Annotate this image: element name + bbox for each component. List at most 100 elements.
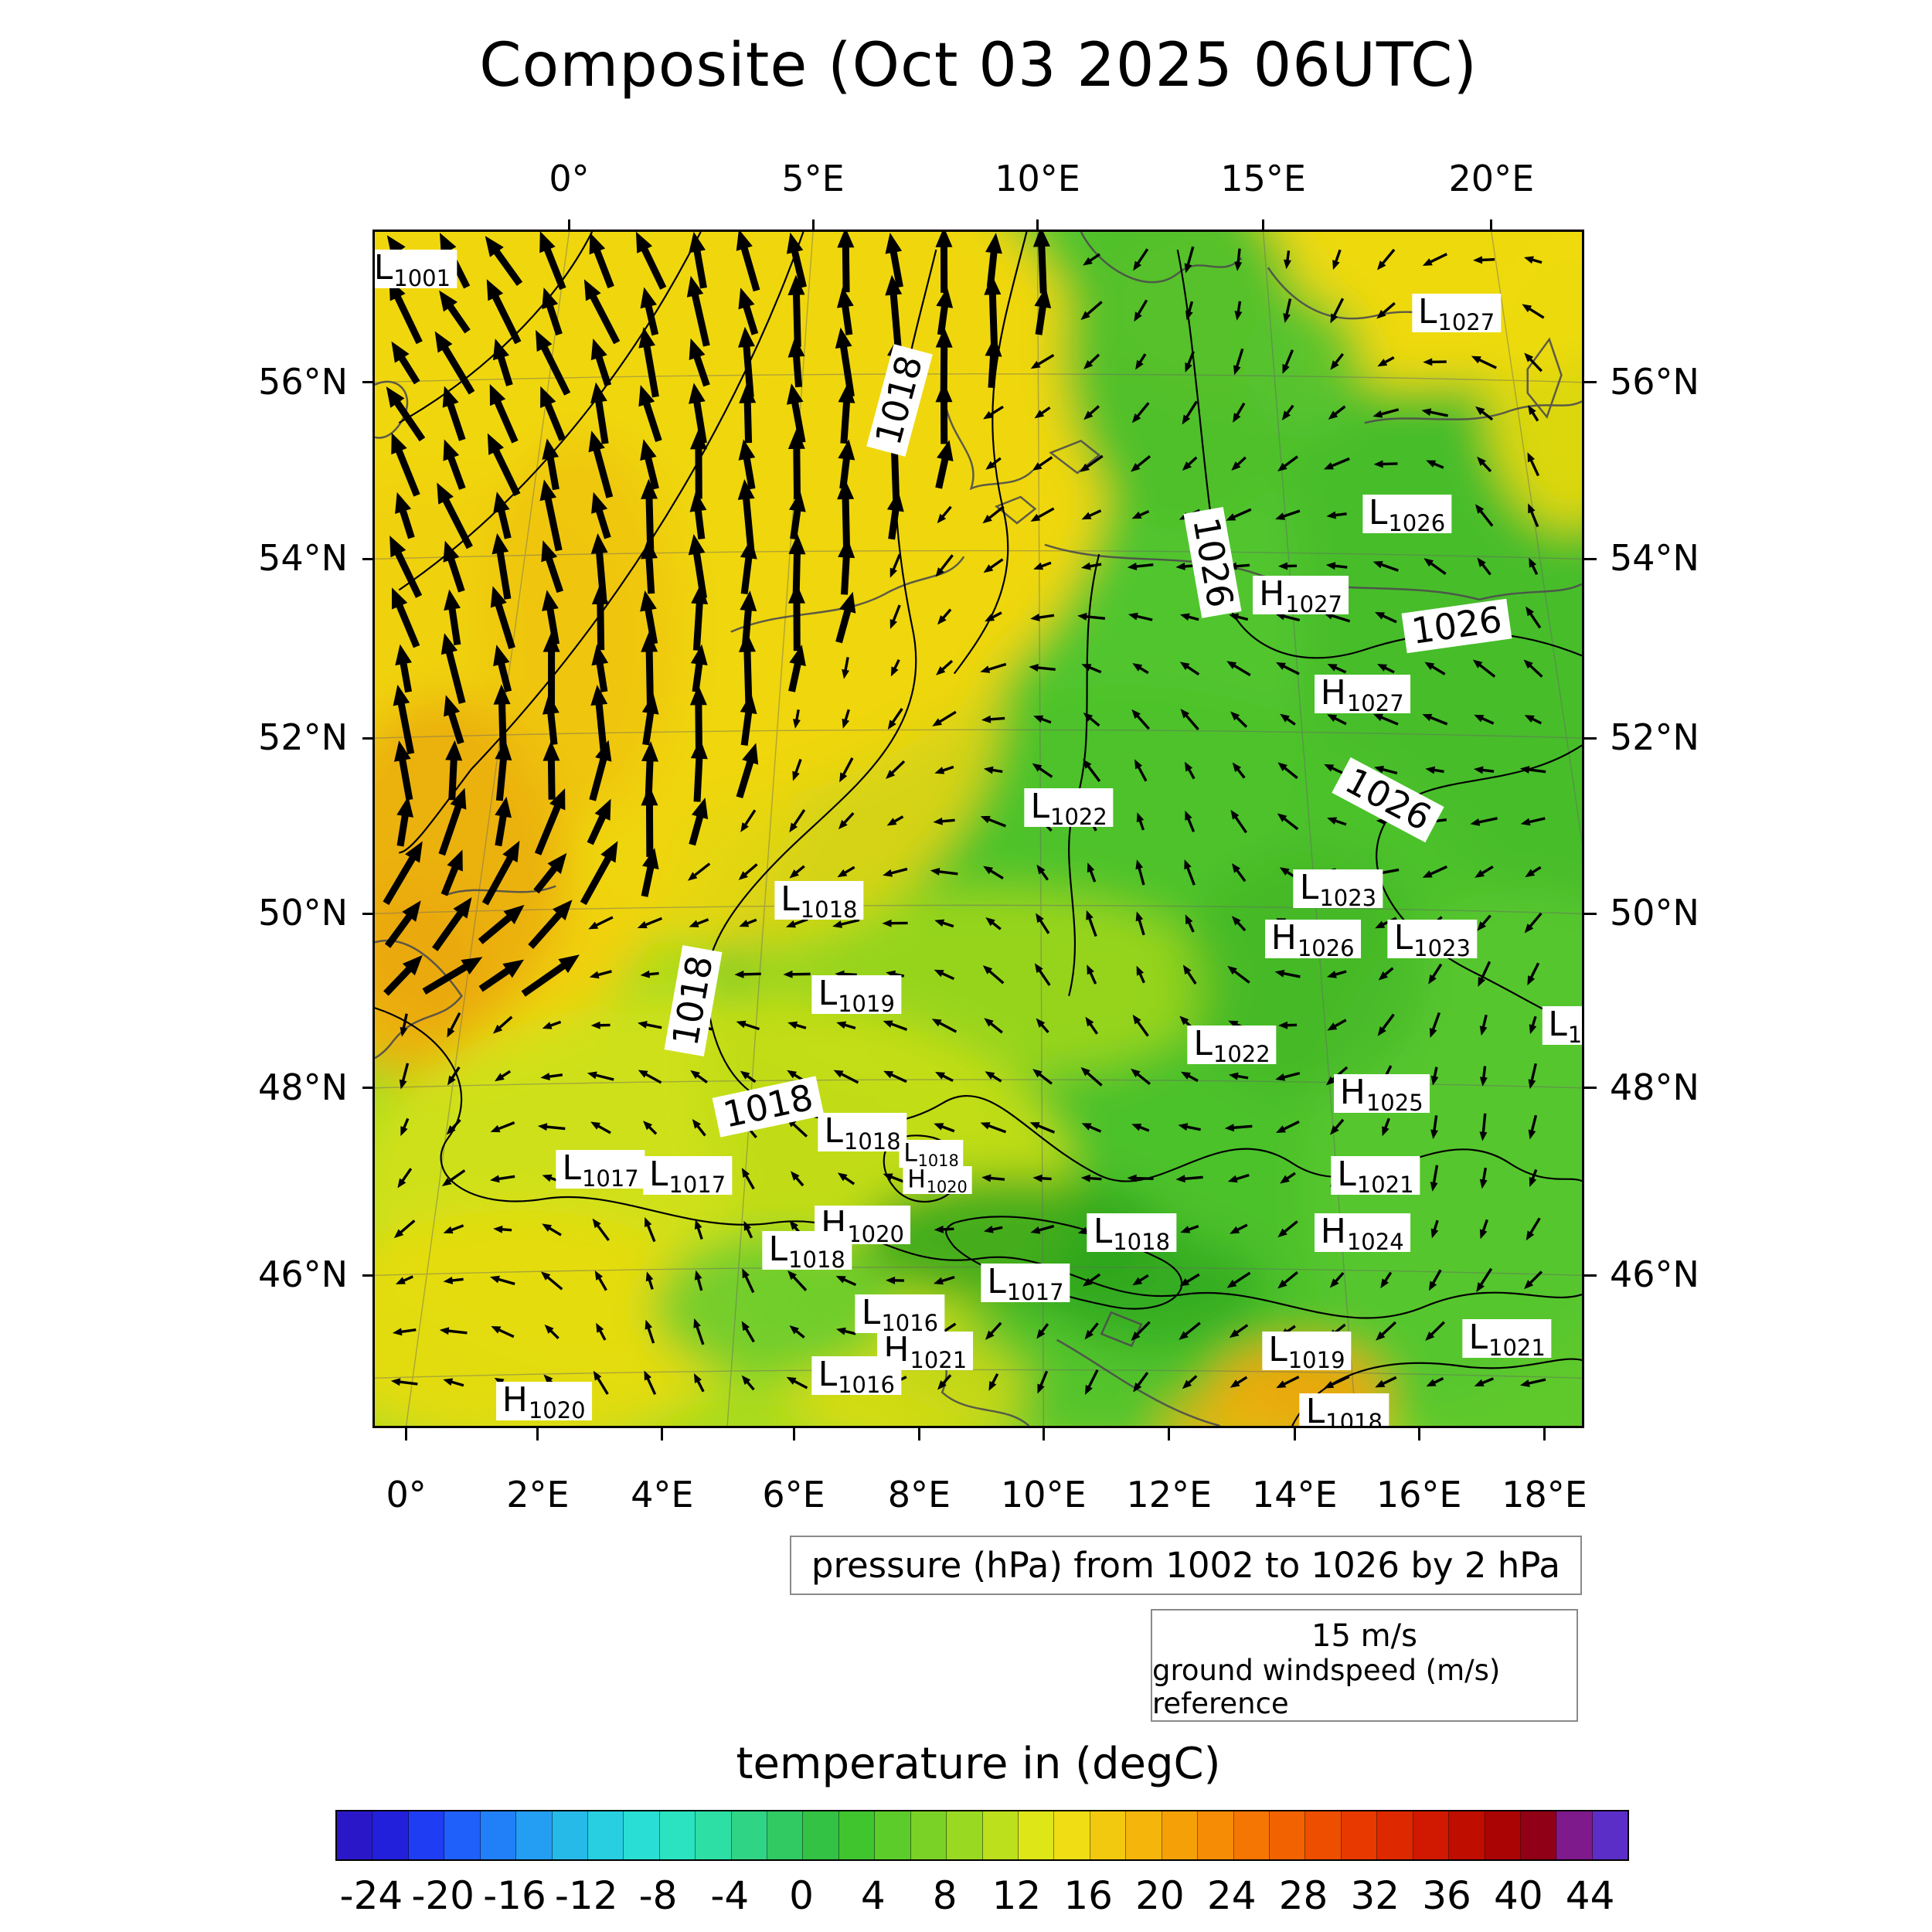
colorbar-title: temperature in (degC) [736,1739,1221,1789]
axis-tick-label: 0° [549,158,590,199]
axis-tick [1042,1428,1045,1440]
axis-tick-label: 50°N [258,892,348,934]
colorbar-tick-label: 0 [789,1873,814,1918]
colorbar-segment [982,1811,1019,1859]
page-title: Composite (Oct 03 2025 06UTC) [479,31,1478,100]
colorbar-segment [1556,1811,1593,1859]
colorbar-segment [337,1811,373,1859]
colorbar-tick-label: 24 [1206,1873,1257,1918]
contour-label: 1018 [665,944,723,1056]
colorbar-tick-label: 16 [1063,1873,1113,1918]
pressure-label-layer: 1018 1026 1026 1026 1018 1018 L1001 L1027 L1026 H… [375,232,1582,1426]
axis-tick [792,1428,795,1440]
axis-tick [1417,1428,1420,1440]
axis-tick [1293,1428,1296,1440]
colorbar-segment [731,1811,768,1859]
axis-tick-label: 14°E [1251,1474,1338,1515]
pressure-center-L: L1022 [1024,787,1114,828]
colorbar-segment [1592,1811,1628,1859]
pressure-center-L: L1016 [811,1356,901,1396]
colorbar-segment [696,1811,732,1859]
colorbar-segment [516,1811,553,1859]
axis-tick [536,1428,539,1440]
pressure-center-H: H1025 [1333,1074,1430,1114]
colorbar-segment [1019,1811,1055,1859]
colorbar-segment [1341,1811,1378,1859]
contour-label: 1026 [1183,506,1242,618]
weather-map: 1018 1026 1026 1026 1018 1018 L1001 L1027 L1026 H… [372,230,1584,1428]
axis-tick-label: 46°N [1610,1253,1699,1296]
colorbar-segment [1305,1811,1342,1859]
axis-tick-label: 8°E [887,1474,951,1515]
colorbar-segment [1377,1811,1413,1859]
pressure-center-L: L1016 [855,1294,945,1334]
colorbar-segment [659,1811,696,1859]
axis-tick-label: 16°E [1376,1474,1462,1515]
axis-tick-label: 54°N [1610,537,1699,580]
axis-tick [362,736,375,740]
axis-tick-label: 2°E [506,1474,570,1515]
axis-tick [917,1428,920,1440]
pressure-center-L: L1019 [811,975,901,1015]
colorbar-segment [624,1811,660,1859]
colorbar-segment [1520,1811,1557,1859]
contour-label: 1018 [866,343,934,457]
pressure-center-L: L1017 [642,1155,733,1196]
colorbar-segment [1198,1811,1234,1859]
pressure-center-H: H1027 [1253,575,1349,615]
contour-label: 1026 [1331,757,1444,843]
axis-tick [1584,557,1597,560]
colorbar-tick-label: 40 [1494,1873,1543,1918]
axis-tick-label: 0° [386,1474,427,1515]
axis-tick-label: 5°E [781,158,845,199]
colorbar-tick-label: 32 [1350,1873,1400,1918]
colorbar-tick-label: -16 [483,1873,546,1918]
colorbar-segment [444,1811,481,1859]
colorbar-segment [875,1811,911,1859]
colorbar-segment [552,1811,588,1859]
axis-tick-label: 54°N [258,537,348,580]
colorbar-segment [408,1811,445,1859]
axis-tick [661,1428,664,1440]
colorbar-segment [1413,1811,1450,1859]
pressure-caption: pressure (hPa) from 1002 to 1026 by 2 hP… [789,1536,1582,1595]
axis-tick-label: 52°N [1610,716,1699,759]
colorbar-segment [947,1811,983,1859]
pressure-center-H: H1020 [903,1165,972,1195]
pressure-center-L: L1001 [375,249,457,289]
axis-tick-label: 4°E [631,1474,694,1515]
pressure-center-L: L1026 [1362,494,1452,534]
axis-tick-label: 56°N [258,360,348,403]
axis-tick [1262,219,1265,232]
axis-tick-label: 48°N [1610,1066,1699,1108]
pressure-center-L: L10 [1542,1006,1582,1046]
pressure-center-L: L1017 [981,1263,1070,1303]
colorbar-tick-labels: -24 -20 -16 -12 -8 -4 0 4 8 12 16 20 24 28 32 36 40 44 [335,1873,1626,1923]
colorbar-tick-label: -12 [554,1873,618,1918]
temperature-colorbar [335,1810,1629,1861]
colorbar-tick-label: -4 [710,1873,750,1918]
axis-tick [1490,219,1493,232]
axis-tick-label: 56°N [1610,360,1699,403]
axis-tick [362,1274,375,1277]
axis-tick [1584,381,1597,384]
pressure-center-L: L1018 [1299,1393,1389,1426]
colorbar-segment [838,1811,876,1859]
axis-tick [1584,736,1597,740]
colorbar-tick-label: 36 [1422,1873,1471,1918]
colorbar-tick-label: -8 [638,1873,678,1918]
pressure-center-L: L1018 [762,1230,852,1270]
axis-tick [1036,219,1039,232]
axis-tick-label: 46°N [258,1253,348,1296]
contour-label: 1026 [1401,598,1512,654]
colorbar-tick-label: 4 [860,1873,886,1918]
colorbar-segment [1162,1811,1199,1859]
colorbar-tick-label: 28 [1278,1873,1328,1918]
colorbar-tick-label: 44 [1565,1873,1615,1918]
colorbar-segment [767,1811,804,1859]
pressure-center-H: H1024 [1314,1213,1410,1253]
wind-reference-caption: ground windspeed (m/s) reference [1152,1654,1501,1720]
pressure-center-L: L1017 [556,1149,645,1189]
axis-tick-label: 6°E [762,1474,825,1515]
